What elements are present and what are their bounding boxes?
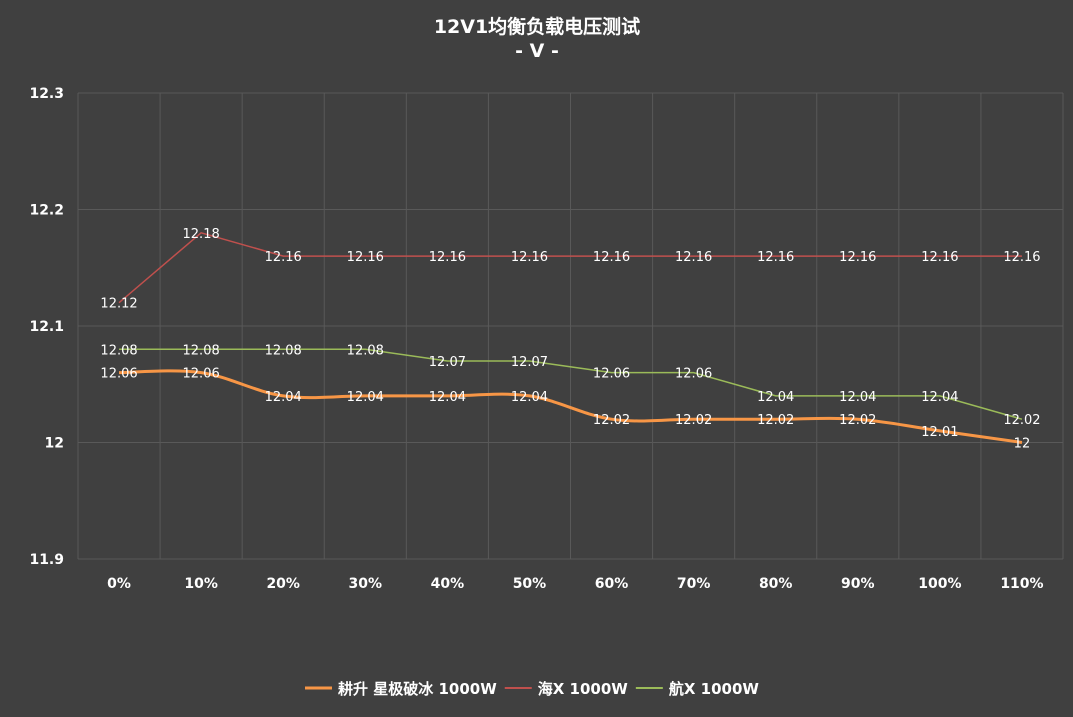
legend-label: 海X 1000W (538, 680, 629, 698)
data-label: 12.16 (593, 250, 630, 265)
x-tick-label: 100% (918, 576, 961, 592)
data-label: 12.08 (347, 343, 384, 358)
chart-subtitle: - V - (515, 40, 559, 62)
x-tick-label: 90% (841, 576, 875, 592)
x-tick-label: 10% (184, 576, 218, 592)
data-label: 12.06 (100, 367, 137, 382)
series-line-2 (119, 348, 1023, 420)
x-tick-label: 80% (759, 576, 793, 592)
data-label: 12.01 (921, 425, 958, 440)
data-label: 12.16 (265, 250, 302, 265)
data-label: 12.04 (347, 390, 384, 405)
series-line-1 (118, 231, 1022, 304)
data-label: 12.16 (675, 250, 712, 265)
data-label: 12.16 (839, 250, 876, 265)
data-label: 12.02 (675, 413, 712, 428)
data-label: 12.04 (757, 390, 794, 405)
data-labels: 12.12 12.18 12.16 12.16 12.16 12.16 12.16 12.16… (100, 227, 1040, 452)
axes: 12.3 12.2 12.1 12 11.9 0% 10% 20% 30% 40% 50% 60% 70… (29, 86, 1043, 592)
x-tick-label: 40% (431, 576, 465, 592)
y-tick-label: 12.2 (29, 203, 64, 219)
data-label: 12.16 (921, 250, 958, 265)
data-label: 12.16 (1003, 250, 1040, 265)
data-label: 12.02 (839, 413, 876, 428)
x-tick-label: 50% (513, 576, 547, 592)
x-tick-label: 20% (266, 576, 300, 592)
chart-title: 12V1均衡负载电压测试 (434, 15, 640, 38)
data-label: 12.16 (511, 250, 548, 265)
data-label: 12 (1014, 437, 1031, 452)
data-label: 12.18 (183, 227, 220, 242)
data-label: 12.16 (429, 250, 466, 265)
x-tick-label: 70% (677, 576, 711, 592)
y-tick-label: 12.3 (29, 86, 64, 102)
x-tick-label: 110% (1000, 576, 1043, 592)
legend-label: 耕升 星极破冰 1000W (338, 680, 497, 698)
data-label: 12.08 (183, 343, 220, 358)
data-label: 12.04 (921, 390, 958, 405)
y-tick-label: 11.9 (29, 552, 64, 568)
series-lines (118, 231, 1023, 444)
data-label: 12.07 (429, 355, 466, 370)
x-tick-label: 60% (595, 576, 629, 592)
x-tick-label: 0% (107, 576, 131, 592)
data-label: 12.04 (511, 390, 548, 405)
y-tick-label: 12 (45, 436, 64, 452)
data-label: 12.02 (593, 413, 630, 428)
legend-label: 航X 1000W (669, 680, 760, 698)
data-label: 12.06 (593, 367, 630, 382)
data-label: 12.08 (100, 343, 137, 358)
data-label: 12.02 (757, 413, 794, 428)
series-line-0 (119, 369, 1023, 444)
data-label: 12.06 (183, 367, 220, 382)
data-label: 12.02 (1003, 413, 1040, 428)
data-label: 12.04 (265, 390, 302, 405)
data-label: 12.07 (511, 355, 548, 370)
grid (77, 92, 1064, 560)
data-label: 12.12 (100, 297, 137, 312)
data-label: 12.16 (347, 250, 384, 265)
x-tick-label: 30% (349, 576, 383, 592)
data-label: 12.08 (265, 343, 302, 358)
legend: 耕升 星极破冰 1000W 海X 1000W 航X 1000W (305, 680, 759, 698)
data-label: 12.16 (757, 250, 794, 265)
data-label: 12.04 (839, 390, 876, 405)
y-tick-label: 12.1 (29, 319, 64, 335)
data-label: 12.04 (429, 390, 466, 405)
data-label: 12.06 (675, 367, 712, 382)
